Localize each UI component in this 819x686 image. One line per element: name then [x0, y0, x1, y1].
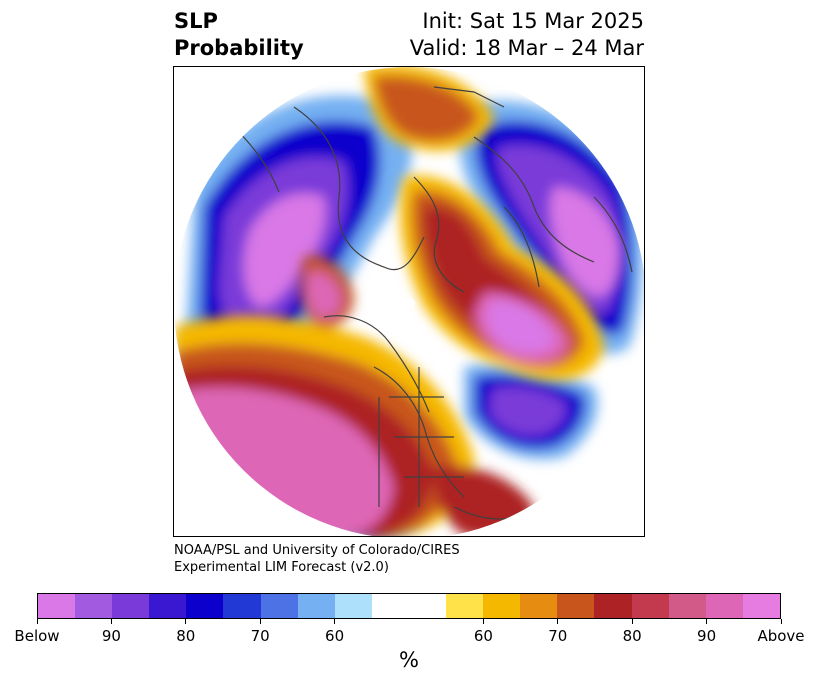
credit-line-1: NOAA/PSL and University of Colorado/CIRE…	[174, 543, 460, 558]
colorbar-tick-mark	[780, 619, 782, 624]
colorbar-segment	[371, 594, 409, 618]
colorbar-tick-label: 90	[101, 627, 121, 645]
colorbar-segment	[557, 594, 595, 618]
colorbar-segment	[742, 594, 780, 618]
colorbar-segment	[520, 594, 558, 618]
colorbar-tick-mark	[482, 619, 484, 624]
colorbar-segment	[483, 594, 521, 618]
colorbar-unit: %	[399, 648, 419, 672]
colorbar-tick-label: 80	[176, 627, 196, 645]
probability-field	[174, 67, 644, 536]
colorbar-tick-label: 80	[622, 627, 642, 645]
valid-range: Valid: 18 Mar – 24 Mar	[409, 36, 644, 60]
colorbar-segment	[38, 594, 76, 618]
colorbar-tick-label: 70	[548, 627, 568, 645]
colorbar	[37, 593, 781, 619]
colorbar-tick-label: Below	[14, 627, 60, 645]
title-line-1: SLP	[174, 9, 218, 33]
colorbar-tick-mark	[334, 619, 336, 624]
credit-text: NOAA/PSL and University of Colorado/CIRE…	[174, 542, 460, 576]
colorbar-tick-label: 60	[325, 627, 345, 645]
colorbar-segment	[149, 594, 187, 618]
colorbar-segment	[594, 594, 632, 618]
credit-line-2: Experimental LIM Forecast (v2.0)	[174, 560, 389, 575]
colorbar-segment	[705, 594, 743, 618]
map-title: SLP Probability	[174, 8, 304, 62]
colorbar-tick-label: 70	[250, 627, 270, 645]
colorbar-segment	[75, 594, 113, 618]
init-date: Init: Sat 15 Mar 2025	[422, 9, 644, 33]
colorbar-tick-mark	[185, 619, 187, 624]
colorbar-tick-mark	[631, 619, 633, 624]
probability-map	[173, 66, 645, 537]
colorbar-tick-mark	[36, 619, 38, 624]
colorbar-tick-label: 90	[697, 627, 717, 645]
colorbar-segment	[334, 594, 372, 618]
colorbar-tick-mark	[557, 619, 559, 624]
colorbar-segment	[223, 594, 261, 618]
colorbar-segment	[631, 594, 669, 618]
colorbar-segment	[297, 594, 335, 618]
colorbar-segment	[260, 594, 298, 618]
map-canvas	[174, 67, 644, 536]
colorbar-segment	[668, 594, 706, 618]
colorbar-tick-mark	[259, 619, 261, 624]
forecast-dates: Init: Sat 15 Mar 2025 Valid: 18 Mar – 24…	[410, 8, 644, 62]
colorbar-segment	[408, 594, 447, 618]
colorbar-tick-mark	[110, 619, 112, 624]
colorbar-segment	[446, 594, 484, 618]
colorbar-tick-label: 60	[473, 627, 493, 645]
colorbar-tick-mark	[706, 619, 708, 624]
colorbar-segment	[112, 594, 150, 618]
title-line-2: Probability	[174, 36, 304, 60]
colorbar-segment	[186, 594, 224, 618]
colorbar-tick-label: Above	[757, 627, 805, 645]
